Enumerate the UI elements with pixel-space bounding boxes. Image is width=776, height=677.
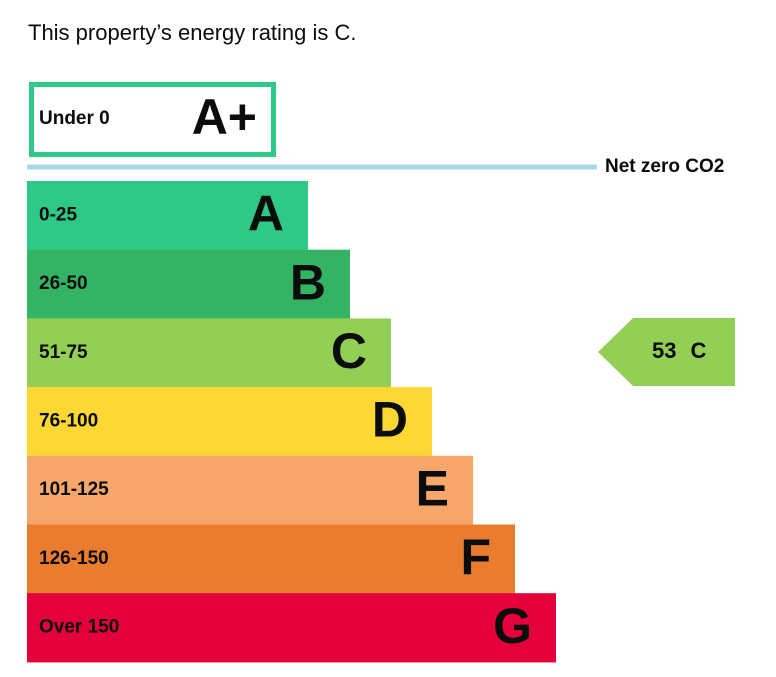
current-score: 53 xyxy=(652,338,676,363)
band-bar xyxy=(27,318,391,388)
title: This property’s energy rating is C. xyxy=(28,20,357,45)
band-bar xyxy=(27,181,308,251)
band-range: 101-125 xyxy=(39,479,109,500)
band-range: Over 150 xyxy=(39,617,119,638)
current-rating: 53 C xyxy=(652,338,706,363)
band-bar xyxy=(27,455,473,525)
bands: 0-25 A 26-50 B 51-75 C 76-100 D 101-125 E 126-150 F… xyxy=(27,181,556,663)
current-band: C xyxy=(690,338,706,363)
band-letter: D xyxy=(372,392,408,448)
band-bar xyxy=(27,593,556,663)
band-letter: G xyxy=(493,598,532,654)
band-bar xyxy=(27,524,515,594)
band-letter: F xyxy=(460,529,491,585)
band-range: 26-50 xyxy=(39,273,88,294)
top-band-letter: A+ xyxy=(192,89,257,145)
current-rating-arrow xyxy=(598,318,735,386)
top-band-range: Under 0 xyxy=(39,108,110,129)
band-letter: B xyxy=(290,254,326,310)
band-range: 76-100 xyxy=(39,410,98,431)
net-zero-label: Net zero CO2 xyxy=(605,156,724,177)
band-bar xyxy=(27,249,350,319)
band-range: 51-75 xyxy=(39,342,88,363)
band-letter: E xyxy=(416,460,449,516)
band-letter: A xyxy=(248,186,284,242)
top-band-box xyxy=(29,82,276,157)
band-letter: C xyxy=(331,323,367,379)
band-range: 126-150 xyxy=(39,548,109,569)
band-range: 0-25 xyxy=(39,204,77,225)
band-bar xyxy=(27,387,432,457)
